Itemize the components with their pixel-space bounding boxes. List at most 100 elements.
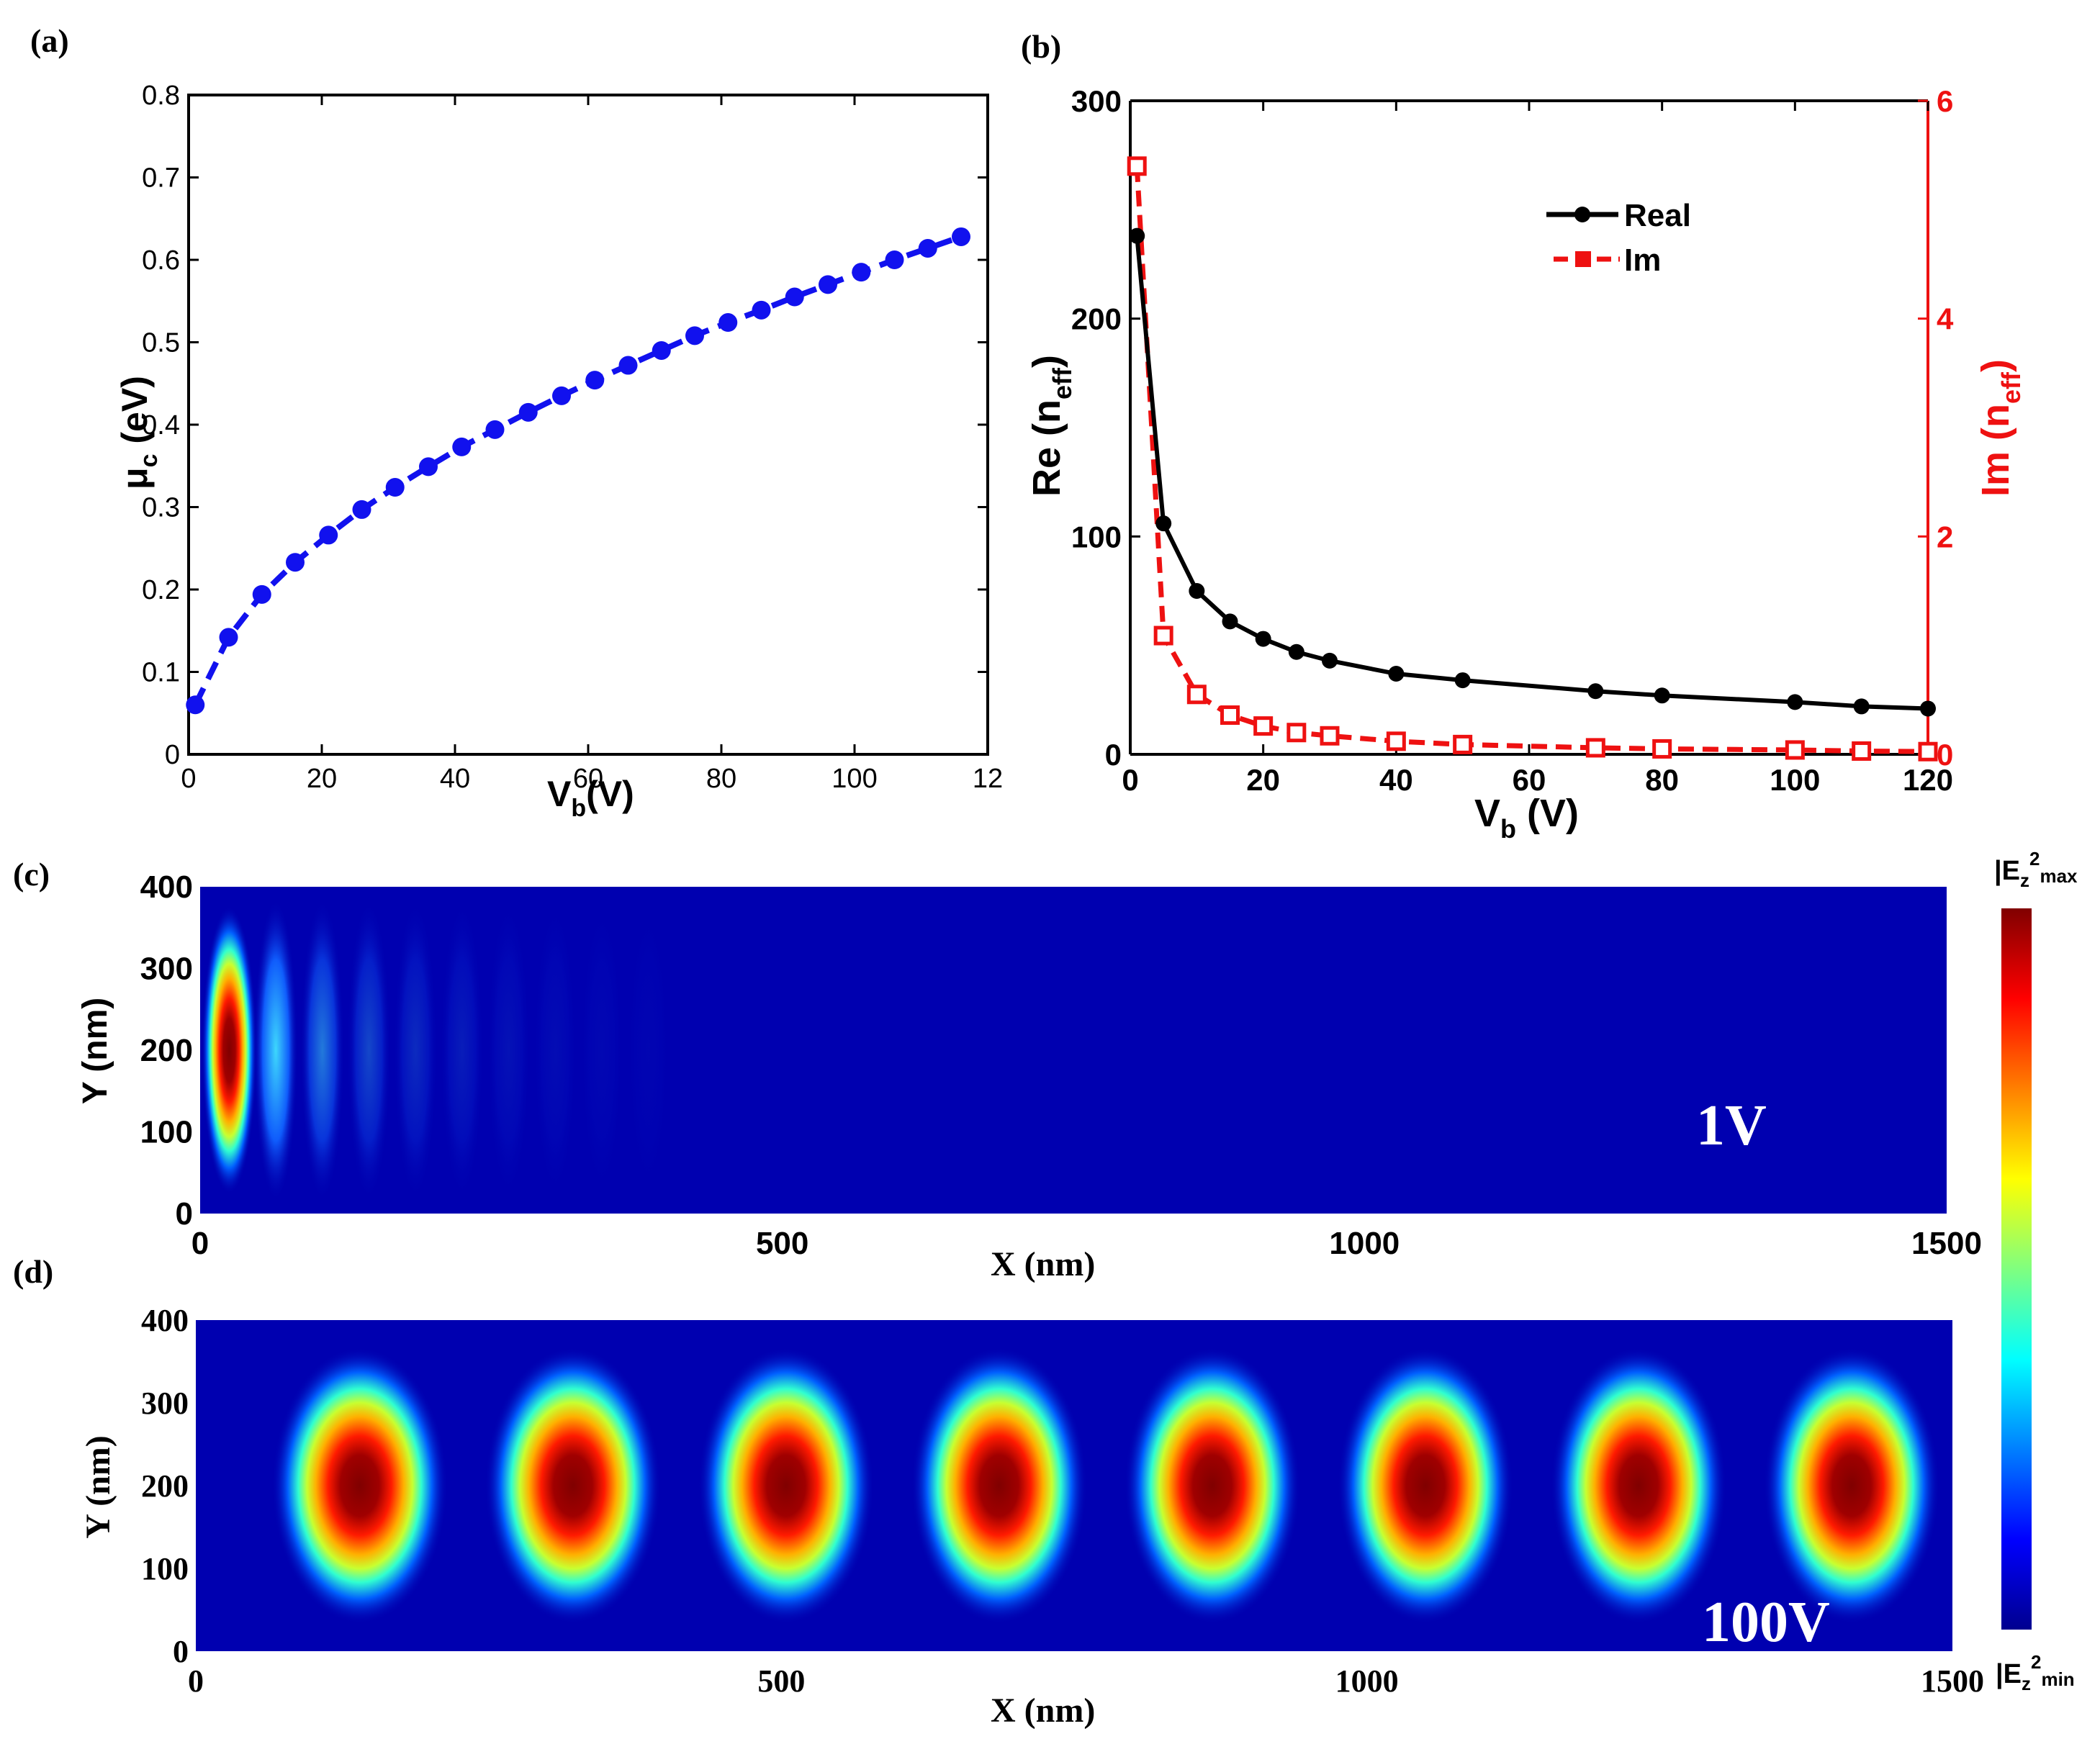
panel-a-xtick-label: 12 bbox=[973, 764, 1003, 794]
panel-c-field-lobe bbox=[440, 899, 485, 1201]
panel-a-point bbox=[618, 356, 638, 375]
panel-c-field-lobe bbox=[393, 899, 438, 1201]
panel-b-ytick-left-label: 100 bbox=[1071, 520, 1122, 554]
legend-real-marker bbox=[1574, 207, 1590, 222]
panel-b-ylabel-right-main: Im (n bbox=[1974, 404, 2017, 497]
panel-c-field-lobes bbox=[202, 899, 670, 1201]
panel-a-series bbox=[186, 227, 970, 715]
colorbar-max-main: |E bbox=[1994, 856, 2020, 886]
panel-b-real-point bbox=[1322, 652, 1338, 669]
panel-b-real-point bbox=[1920, 700, 1936, 717]
panel-a-xtick-label: 20 bbox=[307, 764, 337, 794]
panel-d-ytick-label: 300 bbox=[141, 1386, 189, 1421]
panel-b-im-point bbox=[1253, 716, 1274, 736]
panel-d-heatmap: 0500100015000100200300400500 100V X (nm)… bbox=[79, 1303, 1984, 1730]
panel-c-ytick-label: 100 bbox=[140, 1115, 193, 1150]
colorbar-max-label: |Ez2max bbox=[1994, 848, 2078, 891]
panel-b-ylabel-right-sub: eff bbox=[1996, 371, 2026, 404]
panel-b-ylabel-left-end: ) bbox=[1025, 355, 1068, 368]
panel-a-point bbox=[852, 263, 871, 282]
panel-b-ylabel-right: Im (neff) bbox=[1974, 359, 2026, 497]
panel-c-ytick-label: 400 bbox=[140, 870, 193, 905]
panel-d-field-lobe bbox=[911, 1347, 1087, 1624]
panel-b-real-point bbox=[1222, 613, 1238, 630]
panel-d-field-lobe bbox=[1338, 1347, 1513, 1624]
panel-d-ytick-label: 200 bbox=[141, 1468, 189, 1504]
panel-a-point bbox=[352, 500, 371, 519]
panel-c-ytick-label: 0 bbox=[176, 1196, 193, 1232]
panel-b-real-point bbox=[1288, 643, 1304, 660]
panel-b-real-point bbox=[1853, 698, 1870, 715]
colorbar-min-end: min bbox=[2041, 1668, 2074, 1690]
panel-b-real-point bbox=[1129, 227, 1145, 244]
panel-b-xtick-label: 120 bbox=[1903, 763, 1953, 797]
panel-a-xlabel-unit: (V) bbox=[586, 774, 634, 814]
panel-b-im-point bbox=[1652, 738, 1672, 759]
panel-c-voltage-annotation: 1V bbox=[1696, 1094, 1767, 1157]
panel-b-im-point bbox=[1220, 705, 1240, 726]
panel-b-ytick-right-label: 0 bbox=[1937, 738, 1953, 772]
panel-a-point bbox=[819, 275, 837, 294]
panel-c-field-lobe bbox=[626, 899, 670, 1201]
panel-b-real-point bbox=[1189, 583, 1205, 599]
panel-a-point bbox=[952, 227, 970, 246]
panel-a-ytick-label: 0.4 bbox=[142, 410, 180, 441]
panel-b-xlabel-main: V bbox=[1474, 792, 1500, 835]
panel-d-field-lobe bbox=[1124, 1347, 1300, 1624]
panel-d-field-lobe bbox=[485, 1347, 661, 1624]
panel-b-ytick-left-label: 0 bbox=[1105, 738, 1122, 772]
panel-b-real-point bbox=[1787, 694, 1803, 710]
panel-c-xtick-label: 0 bbox=[191, 1226, 209, 1261]
panel-c-field-lobe bbox=[300, 899, 345, 1201]
panel-label-c: (c) bbox=[13, 856, 50, 893]
panel-b-legend: Real Im bbox=[1546, 198, 1691, 278]
panel-a-point bbox=[752, 300, 771, 320]
panel-c-xlabel: X (nm) bbox=[991, 1245, 1095, 1283]
panel-a-point bbox=[485, 420, 505, 439]
panel-d-xtick-label: 1500 bbox=[1921, 1663, 1984, 1699]
panel-label-d: (d) bbox=[13, 1253, 53, 1290]
panel-a-point bbox=[252, 584, 271, 604]
panel-a-ytick-label: 0.5 bbox=[142, 328, 180, 358]
colorbar-max-end: max bbox=[2040, 865, 2078, 887]
panel-a-xlabel-main: V bbox=[547, 774, 572, 814]
panel-a-ytick-label: 0.3 bbox=[142, 493, 180, 523]
panel-b-im-point bbox=[1453, 734, 1473, 754]
panel-b-ylabel-left-main: Re (n bbox=[1025, 399, 1068, 497]
panel-b-series bbox=[1127, 156, 1938, 762]
panel-b-xlabel: Vb (V) bbox=[1474, 792, 1579, 844]
panel-a-ytick-label: 0.7 bbox=[142, 163, 180, 194]
panel-c-heatmap: 0 500 1000 1500 0 100 200 300 400 1V X (nm) Y (n… bbox=[76, 870, 1982, 1283]
panel-b-real-point bbox=[1454, 672, 1471, 689]
panel-a-point bbox=[652, 340, 671, 360]
panel-a-xlabel-sub: b bbox=[571, 795, 586, 822]
panel-b-ylabel-left: Re (neff) bbox=[1025, 355, 1077, 497]
panel-a-chart: 0 20 40 60 80 100 1200.10.20.30.40.50.60.70.8 … bbox=[114, 81, 1003, 822]
panel-a-point bbox=[319, 525, 338, 545]
panel-b-im-point bbox=[1127, 156, 1147, 176]
panel-a-point bbox=[685, 326, 704, 345]
panel-b-im-point bbox=[1153, 625, 1173, 646]
panel-a-point bbox=[585, 371, 605, 390]
panel-d-field-lobe bbox=[271, 1347, 448, 1624]
panel-a-xtick-label: 100 bbox=[832, 764, 877, 794]
panel-c-ylabel: Y (nm) bbox=[76, 998, 114, 1104]
panel-a-point bbox=[452, 437, 472, 456]
legend-im-marker bbox=[1575, 251, 1591, 267]
panel-a-ylabel-main: μ bbox=[114, 467, 155, 489]
panel-b-im-point bbox=[1585, 738, 1605, 758]
panel-b-real-point bbox=[1255, 631, 1271, 647]
panel-b-im-point bbox=[1386, 731, 1406, 751]
legend-real-label: Real bbox=[1624, 198, 1691, 233]
panel-c-xtick-label: 1500 bbox=[1911, 1226, 1982, 1261]
panel-b-ytick-left-label: 200 bbox=[1071, 302, 1122, 336]
colorbar-max-sup: 2 bbox=[2029, 848, 2040, 870]
colorbar: |Ez2max |Ez2min bbox=[1994, 848, 2078, 1694]
panel-c-field-lobe bbox=[253, 899, 298, 1201]
panel-c-ytick-label: 300 bbox=[140, 952, 193, 987]
panel-b-real-point bbox=[1654, 687, 1670, 704]
panel-d-field-lobes bbox=[271, 1347, 1940, 1624]
panel-d-voltage-annotation: 100V bbox=[1702, 1591, 1830, 1654]
panel-a-point bbox=[286, 553, 305, 572]
